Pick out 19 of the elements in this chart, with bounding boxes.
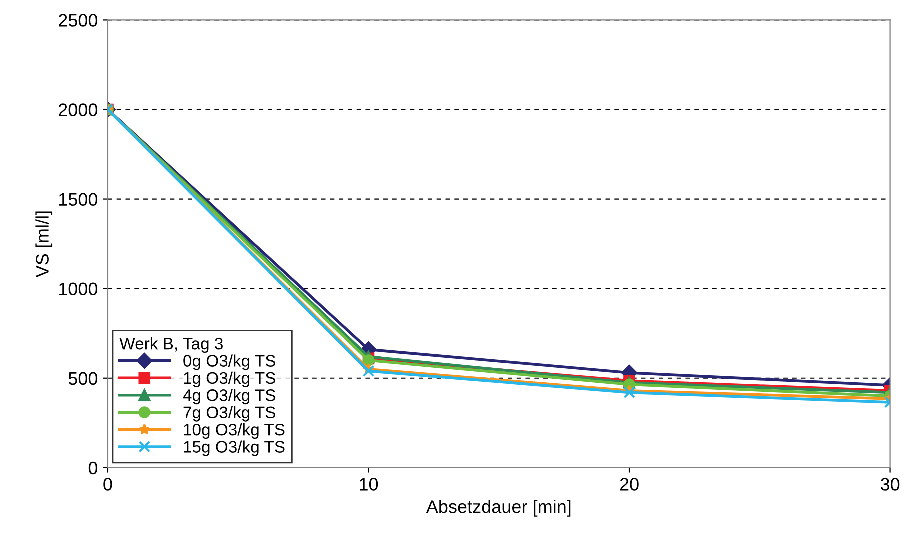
legend-label: 1g O3/kg TS	[184, 372, 276, 388]
x-tick-label: 10	[360, 478, 378, 491]
x-tick-label: 0	[104, 478, 112, 491]
y-tick-label: 2500	[58, 14, 98, 27]
y-tick-label: 1000	[59, 282, 98, 296]
legend-title: Werk B, Tag 3	[120, 338, 223, 354]
x-tick-label: 30	[880, 478, 900, 491]
x-tick-label: 20	[620, 478, 639, 491]
y-tick-label: 1500	[59, 193, 98, 206]
legend-label: 0g O3/kg TS	[184, 354, 276, 370]
y-tick-label: 0	[88, 462, 98, 475]
y-tick-label: 2000	[58, 104, 98, 116]
y-tick-label: 500	[68, 372, 98, 386]
legend-label: 15g O3/kg TS	[184, 440, 285, 456]
legend-label: 10g O3/kg TS	[184, 424, 285, 440]
legend-label: 4g O3/kg TS	[183, 389, 276, 405]
x-axis-title: Absetzdauer [min]	[426, 500, 571, 517]
legend-label: 7g O3/kg TS	[184, 406, 276, 422]
y-axis-title: VS [ml/l]	[36, 212, 53, 278]
